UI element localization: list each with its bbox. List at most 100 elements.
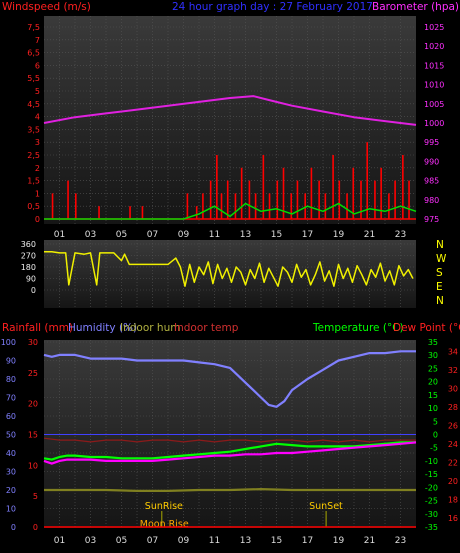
x-tick-label: 01	[54, 536, 65, 546]
humidity-tick-label: 90	[6, 357, 16, 366]
windspeed-bars	[51, 142, 410, 219]
windspeed-tick-label: 4,5	[27, 100, 40, 109]
barometer-tick-label: 1000	[424, 119, 444, 128]
compass-label: E	[436, 281, 443, 293]
windspeed-tick-label: 6	[35, 61, 40, 70]
x-tick-label: 11	[209, 230, 220, 240]
temperature-line	[43, 441, 416, 461]
windspeed-tick-label: 5	[35, 87, 40, 96]
humidity-tick-label: 60	[6, 412, 16, 421]
x-tick-label: 07	[147, 536, 158, 546]
indoor-temp-tick-label: 26	[448, 421, 458, 430]
rainfall-tick-label: 10	[28, 461, 38, 470]
humidity-tick-label: 30	[6, 468, 16, 477]
humidity-tick-label: 100	[1, 338, 16, 347]
rainfall-tick-label: 30	[28, 338, 38, 347]
compass-label: N	[436, 295, 444, 307]
windspeed-bar	[226, 180, 229, 219]
chart-title: 24 hour graph day : 27 February 2017	[172, 1, 373, 13]
windspeed-axis-label: Windspeed (m/s)	[2, 1, 91, 13]
windspeed-bar	[240, 167, 243, 219]
windspeed-bar	[220, 193, 223, 219]
windspeed-bar	[394, 180, 396, 219]
windspeed-bar	[402, 155, 404, 219]
dewpoint-label: Dew Point (°C)	[393, 322, 460, 334]
windspeed-tick-label: 6,5	[27, 49, 40, 58]
direction-tick-label: 0	[31, 286, 36, 295]
windspeed-tick-label: 7,5	[27, 23, 40, 32]
humidity-tick-label: 0	[11, 523, 16, 532]
indoor-temp-line	[43, 437, 416, 443]
windspeed-bar	[310, 167, 313, 219]
temperature-tick-label: 10	[428, 404, 438, 413]
x-tick-label: 17	[302, 536, 313, 546]
windspeed-bar	[338, 180, 341, 219]
indoor-temp-tick-label: 20	[448, 477, 458, 486]
direction-tick-label: 90	[26, 275, 36, 284]
temperature-tick-label: -35	[425, 523, 438, 532]
humidity-tick-label: 80	[6, 375, 16, 384]
indoor-temp-tick-label: 32	[448, 366, 458, 375]
windspeed-tick-label: 0,5	[27, 202, 40, 211]
x-tick-label: 23	[395, 536, 406, 546]
gust-line	[44, 202, 417, 220]
moonrise-label: Moon Rise	[140, 519, 189, 530]
dew-point-line	[43, 441, 417, 465]
windspeed-tick-label: 2,5	[27, 151, 40, 160]
windspeed-bar	[216, 155, 218, 219]
humidity-ticks: 0 10 20 30 40 50 60 70 80 90 100	[1, 338, 16, 532]
windspeed-bar	[366, 142, 368, 219]
temperature-tick-label: -5	[430, 444, 438, 453]
barometer-tick-label: 985	[424, 177, 439, 186]
x-tick-label: 15	[271, 536, 282, 546]
x-tick-label: 19	[333, 536, 345, 546]
temperature-tick-label: 0	[433, 431, 438, 440]
windspeed-bar	[408, 180, 410, 219]
sunset-label: SunSet	[309, 501, 343, 512]
windspeed-bar	[51, 193, 54, 219]
indoor-temp-tick-label: 18	[448, 495, 458, 504]
x-tick-label: 03	[85, 230, 96, 240]
windspeed-bar	[374, 180, 376, 219]
x-tick-label: 05	[116, 230, 127, 240]
wind-direction-ticks: 0 90 180 270 360	[21, 240, 36, 295]
windspeed-ticks: 0 0,5 1 1,5 2 2,5 3 3,5 4 4,5 5 5,5 6 6,5 7 7,5	[27, 23, 40, 224]
rainfall-axis-label: Rainfall (mm)	[2, 322, 73, 334]
humidity-x-ticks: 01 03 05 07 09 11 13 15 17 19 21 23	[54, 536, 406, 546]
windspeed-tick-label: 4	[35, 113, 40, 122]
barometer-tick-label: 980	[424, 196, 439, 205]
barometer-tick-label: 1020	[424, 42, 444, 51]
sunrise-label: SunRise	[145, 501, 183, 512]
indoor-temp-tick-label: 28	[448, 403, 458, 412]
x-tick-label: 09	[178, 536, 190, 546]
temperature-tick-label: -30	[425, 510, 438, 519]
wind-baro-lines	[43, 95, 417, 220]
windspeed-bar	[276, 180, 279, 219]
indoor-temp-tick-label: 22	[448, 458, 458, 467]
windspeed-bar	[98, 206, 100, 219]
windspeed-tick-label: 1	[35, 189, 40, 198]
barometer-tick-label: 1015	[424, 61, 444, 70]
temperature-tick-label: 20	[428, 378, 438, 387]
direction-tick-label: 180	[21, 263, 36, 272]
windspeed-bar	[346, 193, 348, 219]
windspeed-bar	[388, 193, 390, 219]
direction-tick-label: 360	[21, 240, 36, 249]
x-tick-label: 07	[147, 230, 158, 240]
windspeed-tick-label: 5,5	[27, 74, 40, 83]
indoor-temp-tick-label: 34	[448, 347, 458, 356]
windspeed-bar	[195, 206, 198, 219]
wind-direction-line	[44, 250, 414, 287]
indoor-hum-line	[44, 488, 416, 492]
temperature-tick-label: -20	[425, 483, 438, 492]
barometer-ticks: 975 980 985 990 995 1000 1005 1010 1015 1020 1025	[424, 23, 444, 224]
temperature-tick-label: -10	[425, 457, 438, 466]
compass-label: W	[436, 253, 447, 265]
windspeed-bar	[262, 155, 265, 219]
barometer-tick-label: 1025	[424, 23, 444, 32]
rainfall-tick-label: 5	[33, 492, 38, 501]
windspeed-bar	[141, 206, 144, 219]
